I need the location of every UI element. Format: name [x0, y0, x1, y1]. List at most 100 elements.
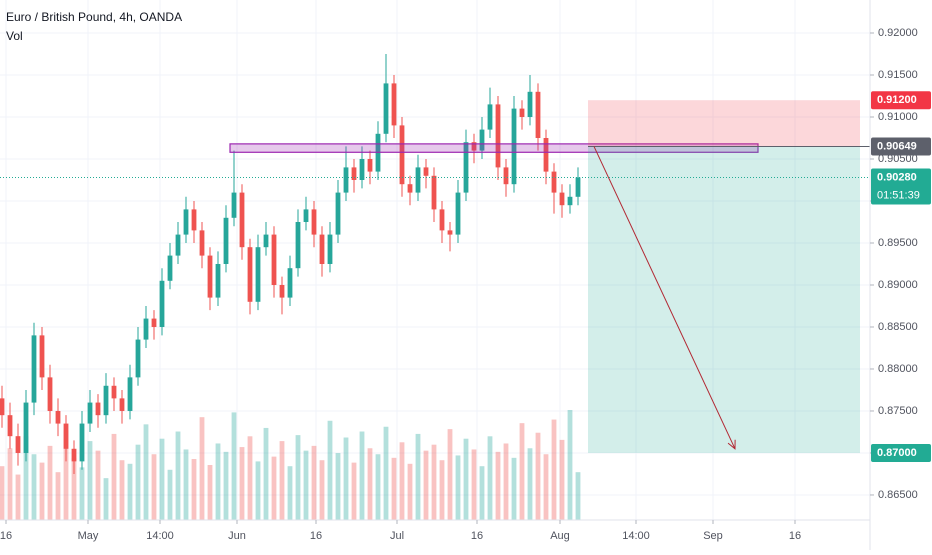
candle-body: [271, 234, 277, 285]
candle-body: [183, 209, 189, 235]
volume-bar: [351, 462, 357, 520]
candle-body: [175, 234, 181, 256]
candle-body: [303, 209, 309, 222]
volume-bar: [503, 443, 509, 520]
y-tick-label: 0.88500: [878, 321, 918, 333]
chart-title: Euro / British Pound, 4h, OANDA: [6, 10, 182, 24]
x-tick-label: Aug: [550, 530, 570, 542]
y-tick-label: 0.86500: [878, 489, 918, 501]
candle-body: [447, 230, 453, 235]
volume-bar: [0, 466, 5, 520]
candle-body: [255, 247, 261, 302]
volume-bar: [391, 457, 397, 520]
candle-body: [495, 104, 501, 168]
candle-body: [103, 385, 109, 416]
drawings: [0, 100, 870, 453]
volume-bar: [71, 457, 77, 520]
price-label-bg: [871, 168, 931, 205]
volume-bar: [119, 460, 125, 520]
volume-bar: [479, 466, 485, 520]
candle-body: [23, 402, 29, 453]
volume-pane: [0, 410, 581, 520]
candle-body: [0, 398, 5, 416]
volume-bar: [183, 449, 189, 520]
candle-body: [359, 158, 365, 180]
volume-bar: [167, 469, 173, 520]
candle-body: [367, 158, 373, 172]
candle-body: [239, 192, 245, 248]
price-countdown: 01:51:39: [877, 189, 920, 201]
candle-body: [79, 423, 85, 462]
volume-bar: [383, 426, 389, 520]
y-tick-label: 0.89000: [878, 279, 918, 291]
volume-bar: [439, 460, 445, 520]
candle-body: [503, 167, 509, 185]
candle-body: [311, 209, 317, 235]
candle-body: [575, 177, 581, 197]
volume-bar: [247, 436, 253, 520]
candle-body: [471, 142, 477, 151]
volume-bar: [231, 412, 237, 520]
candle-body: [519, 108, 525, 118]
volume-bar: [215, 443, 221, 520]
volume-bar: [559, 439, 565, 520]
candle-body: [511, 108, 517, 185]
y-tick-label: 0.91500: [878, 69, 918, 81]
candle-body: [199, 230, 205, 256]
volume-bar: [463, 438, 469, 520]
candle-body: [31, 335, 37, 403]
volume-bar: [55, 472, 61, 520]
volume-bar: [199, 417, 205, 520]
volume-bar: [535, 432, 541, 520]
candle-body: [47, 377, 53, 411]
x-tick-label: May: [78, 530, 99, 542]
candle-body: [231, 192, 237, 218]
candle-body: [559, 192, 565, 206]
volume-bar: [7, 448, 13, 520]
price-label-bg: [871, 137, 931, 156]
y-tick-label: 0.89500: [878, 237, 918, 249]
candle-body: [215, 263, 221, 298]
stop-zone: [588, 100, 860, 147]
candle-body: [87, 402, 93, 424]
candle-body: [551, 171, 557, 193]
volume-bar: [279, 441, 285, 520]
volume-bar: [423, 450, 429, 520]
price-label-bg: [871, 91, 931, 110]
candle-body: [383, 83, 389, 134]
candle-body: [55, 410, 61, 424]
volume-bar: [431, 444, 437, 520]
volume-bar: [335, 453, 341, 520]
volume-bar: [375, 454, 381, 520]
volume-bar: [135, 444, 141, 520]
candle-body: [263, 234, 269, 248]
x-tick-label: 16: [310, 530, 322, 542]
volume-bar: [207, 465, 213, 520]
price-label: 0.91200: [877, 94, 917, 106]
candle-body: [407, 184, 413, 193]
arrow-head: [727, 439, 736, 450]
candle-body: [119, 398, 125, 411]
candle-body: [543, 138, 549, 172]
target-zone: [588, 146, 860, 453]
candle-body: [135, 339, 141, 378]
volume-bar: [263, 427, 269, 520]
candle-body: [191, 209, 197, 231]
candle-body: [415, 167, 421, 193]
volume-bar: [151, 454, 157, 520]
x-tick-label: 16: [471, 530, 483, 542]
candle-body: [223, 217, 229, 264]
price-label-bg: [871, 443, 931, 462]
candle-body: [487, 104, 493, 130]
candle-body: [279, 284, 285, 298]
volume-bar: [447, 429, 453, 520]
axes: 0.920000.915000.910000.905000.900000.895…: [0, 27, 931, 542]
volume-bar: [31, 454, 37, 520]
candle-body: [15, 436, 21, 453]
volume-label: Vol: [6, 29, 23, 43]
volume-bar: [407, 463, 413, 520]
price-label: 0.90280: [877, 171, 917, 183]
volume-bar: [415, 433, 421, 520]
volume-bar: [239, 447, 245, 520]
